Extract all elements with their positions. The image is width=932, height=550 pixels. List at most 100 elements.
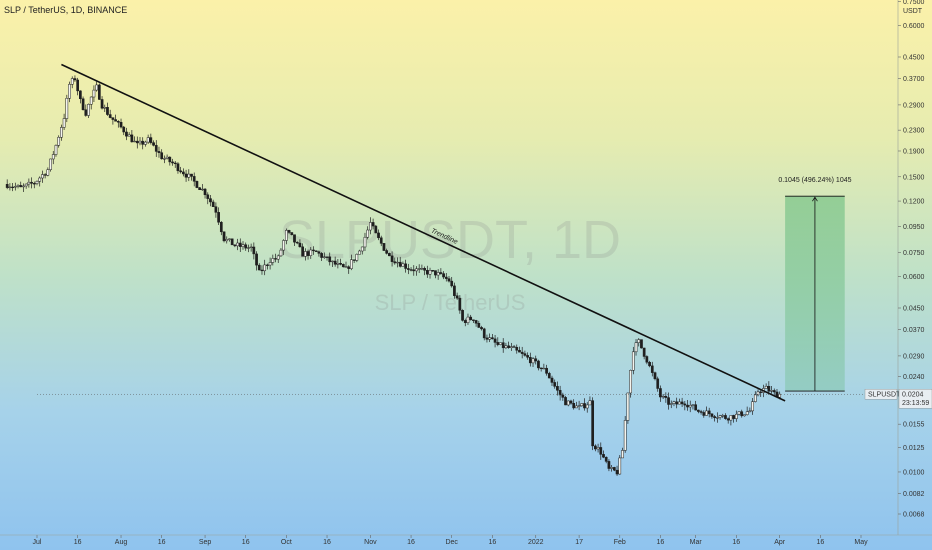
- candle-body: [710, 413, 714, 417]
- candle-body: [501, 342, 505, 349]
- candle-body: [556, 386, 559, 391]
- candle-body: [374, 225, 378, 234]
- candle-body: [295, 241, 299, 244]
- candle-body: [333, 260, 337, 265]
- candle-body: [184, 173, 188, 178]
- candle-body: [271, 258, 275, 263]
- candle-body: [401, 263, 405, 267]
- candle-body: [753, 394, 757, 402]
- candle-body: [238, 242, 242, 247]
- candle-body: [35, 180, 39, 184]
- candle-body: [247, 247, 250, 249]
- candle-body: [583, 403, 586, 409]
- candle-body: [62, 118, 66, 128]
- candle-body: [73, 78, 77, 81]
- candle-body: [469, 316, 473, 321]
- price-tick-label: 0.4500: [903, 55, 925, 62]
- candle-body: [355, 253, 359, 261]
- candle-body: [729, 415, 733, 421]
- candle-body: [328, 256, 332, 263]
- candle-body: [642, 347, 646, 357]
- candle-body: [439, 272, 443, 274]
- candle-body: [404, 263, 407, 269]
- price-tick-label: 0.0082: [903, 491, 925, 498]
- candle-body: [41, 174, 44, 179]
- candle-body: [141, 140, 145, 145]
- candle-body: [526, 355, 529, 358]
- candle-body: [659, 388, 662, 398]
- candle-body: [38, 177, 42, 182]
- candle-body: [320, 253, 323, 258]
- candle-body: [274, 258, 277, 260]
- candle-body: [713, 416, 716, 419]
- axis-currency: USDT: [903, 8, 923, 15]
- candle-body: [645, 356, 649, 363]
- candle-body: [637, 339, 641, 343]
- candle-body: [523, 353, 527, 356]
- candle-body: [198, 187, 201, 191]
- candle-body: [458, 297, 462, 311]
- price-tick-label: 0.0750: [903, 250, 925, 257]
- candle-body: [49, 158, 52, 170]
- candle-body: [434, 270, 437, 276]
- candle-body: [480, 327, 483, 330]
- candle-body: [482, 328, 486, 339]
- candle-body: [715, 417, 719, 419]
- time-tick-label: 16: [242, 539, 250, 546]
- candle-body: [425, 270, 429, 275]
- candle-body: [95, 84, 98, 91]
- time-tick-label: Oct: [281, 539, 292, 546]
- trendline[interactable]: [61, 63, 786, 402]
- candle-body: [339, 263, 342, 265]
- candle-body: [588, 400, 592, 406]
- candle-body: [379, 237, 383, 244]
- candle-body: [724, 415, 727, 419]
- candle-body: [54, 145, 58, 155]
- price-tick-label: 0.0100: [903, 469, 925, 476]
- candle-body: [209, 198, 212, 203]
- candle-body: [436, 272, 440, 276]
- candle-body: [547, 373, 551, 379]
- candle-body: [615, 469, 619, 475]
- candle-body: [322, 256, 326, 258]
- candle-body: [30, 181, 33, 184]
- candle-body: [268, 262, 272, 266]
- candle-body: [211, 201, 215, 207]
- candle-body: [393, 261, 397, 264]
- candle-body: [764, 385, 768, 389]
- candle-body: [406, 268, 410, 270]
- candle-body: [382, 243, 386, 251]
- time-tick-label: Dec: [445, 539, 458, 546]
- candle-body: [748, 410, 752, 413]
- candle-body: [466, 316, 470, 323]
- candle-body: [491, 337, 494, 340]
- candle-body: [344, 266, 348, 268]
- candle-body: [92, 89, 96, 98]
- candle-body: [726, 418, 730, 421]
- candle-body: [737, 411, 741, 415]
- candle-body: [444, 276, 448, 279]
- time-tick-label: 16: [158, 539, 166, 546]
- candle-body: [255, 253, 258, 266]
- candle-body: [65, 97, 69, 119]
- candle-body: [89, 96, 93, 105]
- price-tick-label: 0.0290: [903, 353, 925, 360]
- candle-body: [694, 404, 698, 411]
- candle-body: [103, 107, 107, 109]
- candle-body: [371, 222, 375, 227]
- candle-body: [111, 117, 115, 120]
- candle-body: [347, 266, 351, 269]
- candle-body: [116, 121, 120, 123]
- candle-body: [108, 114, 112, 118]
- candle-body: [146, 137, 150, 143]
- candles[interactable]: [5, 75, 782, 476]
- candle-body: [705, 410, 708, 416]
- time-tick-label: 16: [732, 539, 740, 546]
- price-tick-label: 0.2900: [903, 102, 925, 109]
- candle-body: [60, 127, 63, 138]
- candle-body: [11, 186, 14, 189]
- candle-body: [732, 415, 735, 419]
- candle-body: [485, 337, 489, 340]
